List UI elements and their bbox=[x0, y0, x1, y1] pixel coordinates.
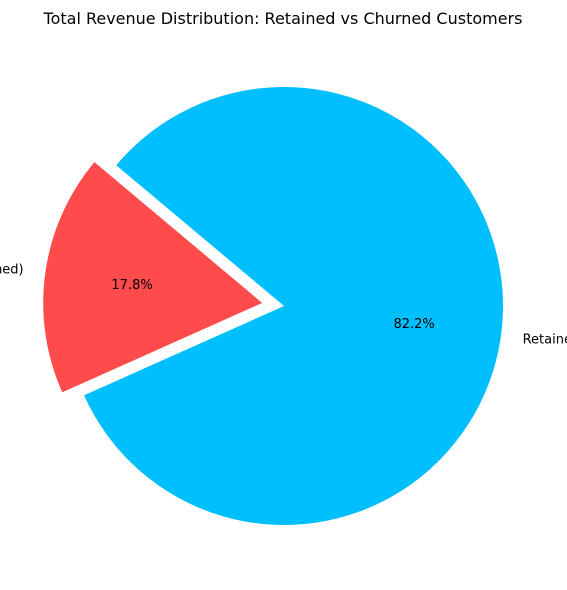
slice-label: Retained Revenue bbox=[523, 332, 567, 347]
labels-layer: Lost Revenue (Churned) 17.8% Retained Reve… bbox=[0, 263, 567, 348]
slices-layer bbox=[43, 86, 504, 525]
slice-label: Lost Revenue (Churned) bbox=[0, 263, 24, 278]
chart-title: Total Revenue Distribution: Retained vs … bbox=[43, 9, 523, 28]
pie-slice-retained bbox=[84, 86, 504, 525]
pie-slice-churned bbox=[43, 162, 263, 393]
slice-percent-label: 82.2% bbox=[393, 317, 434, 332]
slice-percent-label: 17.8% bbox=[111, 278, 152, 293]
